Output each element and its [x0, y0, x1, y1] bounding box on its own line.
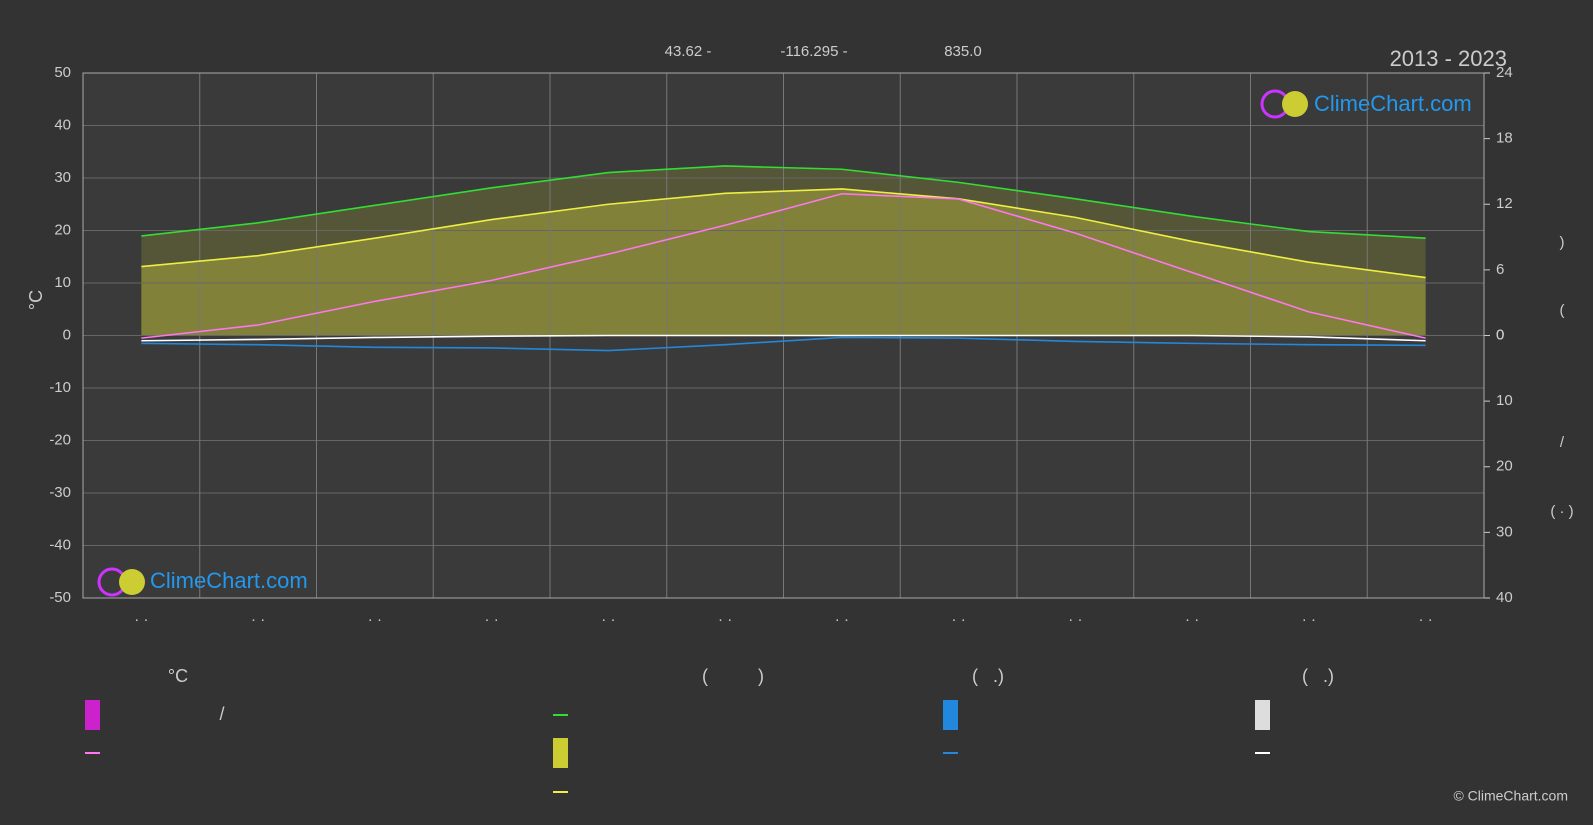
y-tick-label: -40	[49, 536, 71, 553]
legend-header: ( .)	[972, 666, 1004, 686]
legend-text: /	[219, 704, 224, 724]
series-line	[141, 165, 1426, 239]
x-tick-label: · ·	[251, 611, 265, 628]
series-line	[141, 336, 1426, 352]
y-tick-label: -50	[49, 589, 71, 606]
x-tick-label: · ·	[134, 611, 148, 628]
y2-tick-label: 0	[1496, 326, 1504, 343]
y3-tick-label: 10	[1496, 392, 1513, 409]
x-tick-label: · ·	[1302, 611, 1316, 628]
legend-swatch	[85, 700, 100, 730]
x-tick-label: · ·	[1419, 611, 1433, 628]
y3-tick-label: 0	[1496, 326, 1504, 343]
y2-tick-label: 24	[1496, 64, 1513, 81]
series-line	[141, 192, 1426, 339]
y-tick-label: 40	[54, 116, 71, 133]
x-tick-label: · ·	[601, 611, 615, 628]
y-tick-label: -20	[49, 431, 71, 448]
logo-icon	[1282, 91, 1308, 117]
x-tick-label: · ·	[368, 611, 382, 628]
x-tick-label: · ·	[718, 611, 732, 628]
y3-axis-label: ( · )	[1550, 503, 1573, 520]
y2-axis-label: (	[1560, 302, 1565, 319]
y2-axis-label: )	[1560, 234, 1565, 251]
x-tick-label: · ·	[1068, 611, 1082, 628]
legend-header: °C	[168, 666, 188, 686]
logo-icon	[119, 569, 145, 595]
x-tick-label: · ·	[485, 611, 499, 628]
longitude: -116.295 -	[780, 43, 847, 60]
y-tick-label: 0	[63, 326, 71, 343]
x-tick-label: · ·	[835, 611, 849, 628]
legend-swatch	[553, 738, 568, 768]
y-tick-label: 30	[54, 169, 71, 186]
legend-header: ( )	[702, 666, 764, 686]
y-tick-label: -10	[49, 379, 71, 396]
plot-border	[82, 72, 1485, 599]
copyright: © ClimeChart.com	[1453, 788, 1568, 804]
y-tick-label: -30	[49, 484, 71, 501]
legend-swatch	[943, 700, 958, 730]
y-axis-label: °C	[26, 290, 46, 310]
x-tick-label: · ·	[1185, 611, 1199, 628]
logo: ClimeChart.com	[150, 568, 308, 593]
y2-tick-label: 18	[1496, 130, 1513, 147]
series-line	[141, 334, 1426, 342]
latitude: 43.62 -	[665, 43, 712, 60]
elevation: 835.0	[944, 43, 982, 60]
period: 2013 - 2023	[1390, 46, 1507, 71]
y2-tick-label: 6	[1496, 261, 1504, 278]
y-tick-label: 10	[54, 274, 71, 291]
y-tick-label: 20	[54, 221, 71, 238]
y3-tick-label: 30	[1496, 523, 1513, 540]
y3-tick-label: 40	[1496, 589, 1513, 606]
y3-axis-label: /	[1560, 434, 1565, 451]
logo: ClimeChart.com	[1314, 91, 1472, 116]
y2-tick-label: 12	[1496, 195, 1513, 212]
y-tick-label: 50	[54, 64, 71, 81]
x-tick-label: · ·	[952, 611, 966, 628]
legend-header: ( .)	[1302, 666, 1334, 686]
series-line	[141, 188, 1426, 279]
legend-swatch	[1255, 700, 1270, 730]
y3-tick-label: 20	[1496, 458, 1513, 475]
